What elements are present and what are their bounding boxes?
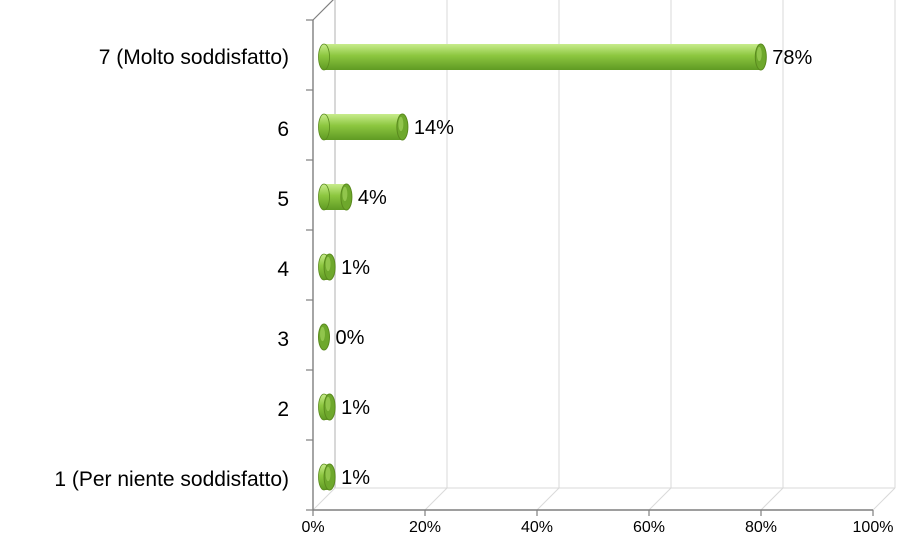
data-label: 1% bbox=[341, 397, 370, 419]
bar-body bbox=[324, 44, 761, 70]
x-tick-label: 0% bbox=[301, 519, 324, 536]
bar-start-cap bbox=[318, 113, 330, 141]
floor-gridline bbox=[648, 487, 672, 511]
floor-gridline bbox=[312, 487, 336, 511]
bar bbox=[318, 253, 336, 281]
bar bbox=[318, 463, 336, 491]
bars bbox=[318, 43, 767, 491]
bar-end-highlight bbox=[320, 326, 325, 342]
x-tick-label: 60% bbox=[633, 519, 665, 536]
data-label: 14% bbox=[414, 117, 454, 139]
category-label: 7 (Molto soddisfatto) bbox=[99, 46, 289, 69]
x-tick-label: 20% bbox=[409, 519, 441, 536]
category-label: 4 bbox=[277, 258, 289, 281]
gridlines bbox=[312, 0, 896, 511]
x-tick-label: 100% bbox=[853, 519, 894, 536]
bar bbox=[318, 393, 336, 421]
data-label: 0% bbox=[336, 327, 365, 349]
floor-gridline bbox=[424, 487, 448, 511]
side-wall-top-edge bbox=[312, 0, 334, 21]
bar-body bbox=[324, 114, 403, 140]
bar-end-highlight bbox=[756, 46, 762, 62]
bar-end-highlight bbox=[325, 396, 331, 412]
data-label: 1% bbox=[341, 257, 370, 279]
category-label: 3 bbox=[277, 328, 289, 351]
data-label: 4% bbox=[358, 187, 387, 209]
axes bbox=[306, 0, 895, 516]
labels: 0% 20% 40% 60% 80% 100%1%1 (Per niente soddis… bbox=[54, 46, 893, 536]
bar-end-highlight bbox=[325, 466, 331, 482]
bar bbox=[318, 113, 409, 141]
category-label: 5 bbox=[277, 188, 289, 211]
bar-start-cap bbox=[318, 183, 330, 211]
bar-end-highlight bbox=[398, 116, 404, 132]
bar-start-cap bbox=[318, 43, 330, 71]
bar bbox=[318, 183, 353, 211]
floor-gridline bbox=[872, 487, 896, 511]
floor-gridline bbox=[536, 487, 560, 511]
data-label: 1% bbox=[341, 467, 370, 489]
category-label: 1 (Per niente soddisfatto) bbox=[54, 468, 289, 491]
bar bbox=[318, 43, 767, 71]
x-tick-label: 40% bbox=[521, 519, 553, 536]
bar-end-highlight bbox=[342, 186, 348, 202]
x-tick-label: 80% bbox=[745, 519, 777, 536]
category-label: 6 bbox=[277, 118, 289, 141]
bar-body bbox=[324, 184, 347, 210]
bar bbox=[318, 323, 330, 351]
category-label: 2 bbox=[277, 398, 289, 421]
data-label: 78% bbox=[772, 47, 812, 69]
bar-end-highlight bbox=[325, 256, 331, 272]
floor-gridline bbox=[760, 487, 784, 511]
